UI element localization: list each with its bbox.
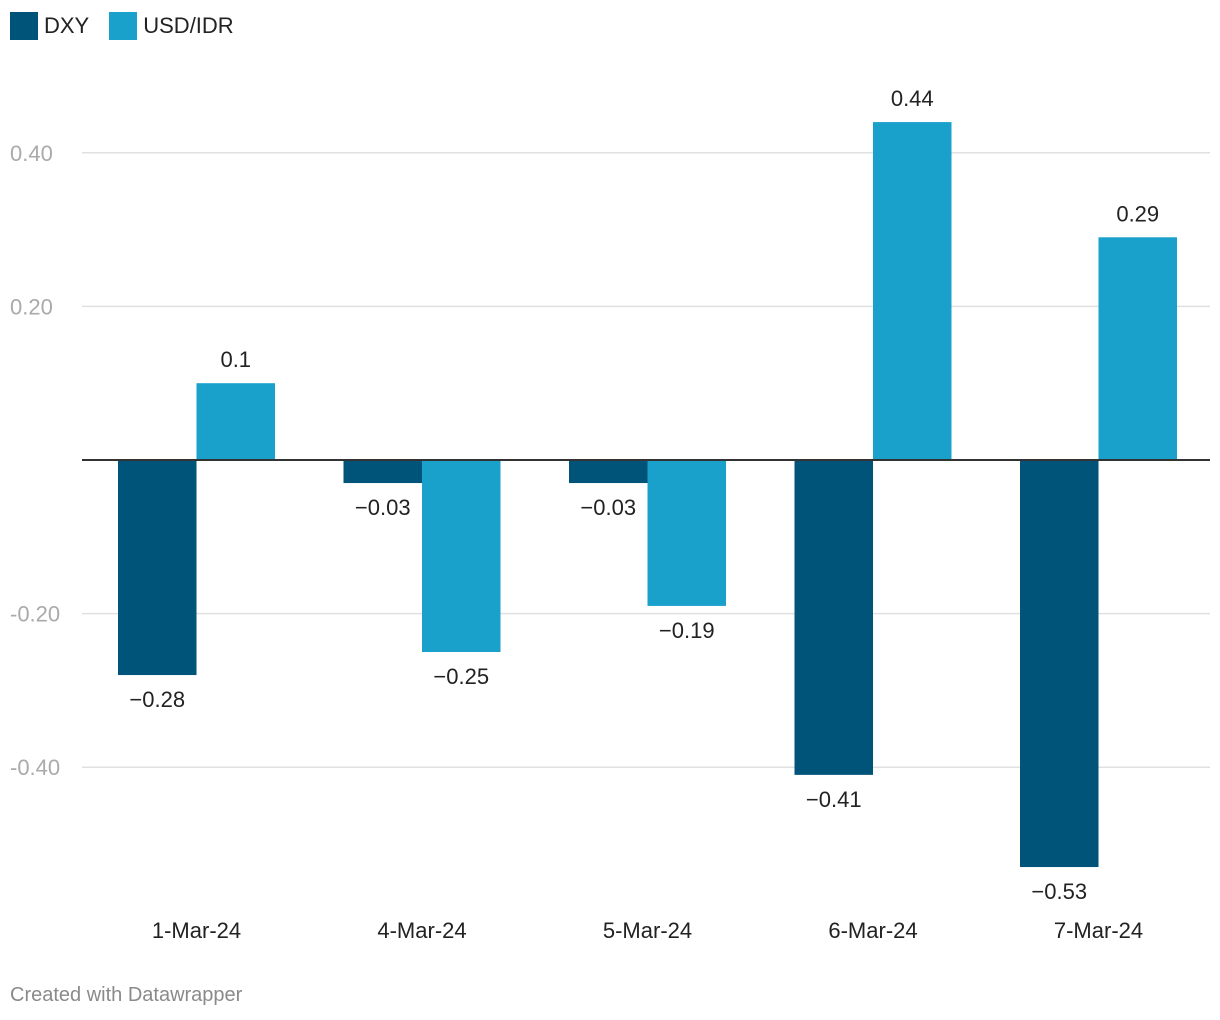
x-tick-label: 4-Mar-24 [377, 918, 466, 943]
bar-dxy [1020, 460, 1099, 868]
data-label: 0.1 [220, 347, 251, 372]
footer-credit: Created with Datawrapper [10, 984, 243, 1006]
data-label: 0.44 [891, 86, 934, 111]
legend-item-dxy[interactable]: DXY [10, 12, 89, 40]
y-tick-label: -0.20 [10, 602, 60, 627]
y-tick-label: -0.40 [10, 755, 60, 780]
legend: DXY USD/IDR [10, 12, 254, 40]
data-label: −0.03 [580, 495, 636, 520]
bar-usd-idr [647, 460, 726, 606]
legend-label-usd-idr: USD/IDR [143, 13, 234, 38]
data-label: −0.41 [806, 787, 862, 812]
bar-usd-idr [196, 383, 275, 460]
bar-chart: 0.40 0.20 -0.20 -0.40 −0.28 0.1 1-Mar-24 −0.03 −… [10, 86, 1210, 943]
y-tick-label: 0.40 [10, 141, 53, 166]
legend-label-dxy: DXY [44, 13, 90, 38]
data-label: −0.28 [129, 687, 185, 712]
y-tick-label: 0.20 [10, 294, 53, 319]
data-label: −0.53 [1031, 879, 1087, 904]
x-tick-label: 6-Mar-24 [828, 918, 917, 943]
bar-dxy [118, 460, 197, 676]
bar-usd-idr [1098, 237, 1177, 460]
x-tick-label: 1-Mar-24 [152, 918, 241, 943]
legend-swatch-usd-idr [109, 12, 138, 40]
data-label: −0.19 [659, 618, 715, 643]
bar-usd-idr [422, 460, 501, 652]
bar-dxy [794, 460, 873, 775]
bar-usd-idr [873, 122, 952, 460]
x-tick-label: 7-Mar-24 [1054, 918, 1143, 943]
bar-dxy [569, 460, 648, 484]
bar-dxy [343, 460, 422, 484]
legend-swatch-dxy [10, 12, 38, 40]
x-tick-label: 5-Mar-24 [603, 918, 692, 943]
data-label: 0.29 [1116, 201, 1159, 226]
legend-item-usd-idr[interactable]: USD/IDR [109, 12, 234, 40]
data-label: −0.03 [355, 495, 411, 520]
data-label: −0.25 [433, 664, 489, 689]
